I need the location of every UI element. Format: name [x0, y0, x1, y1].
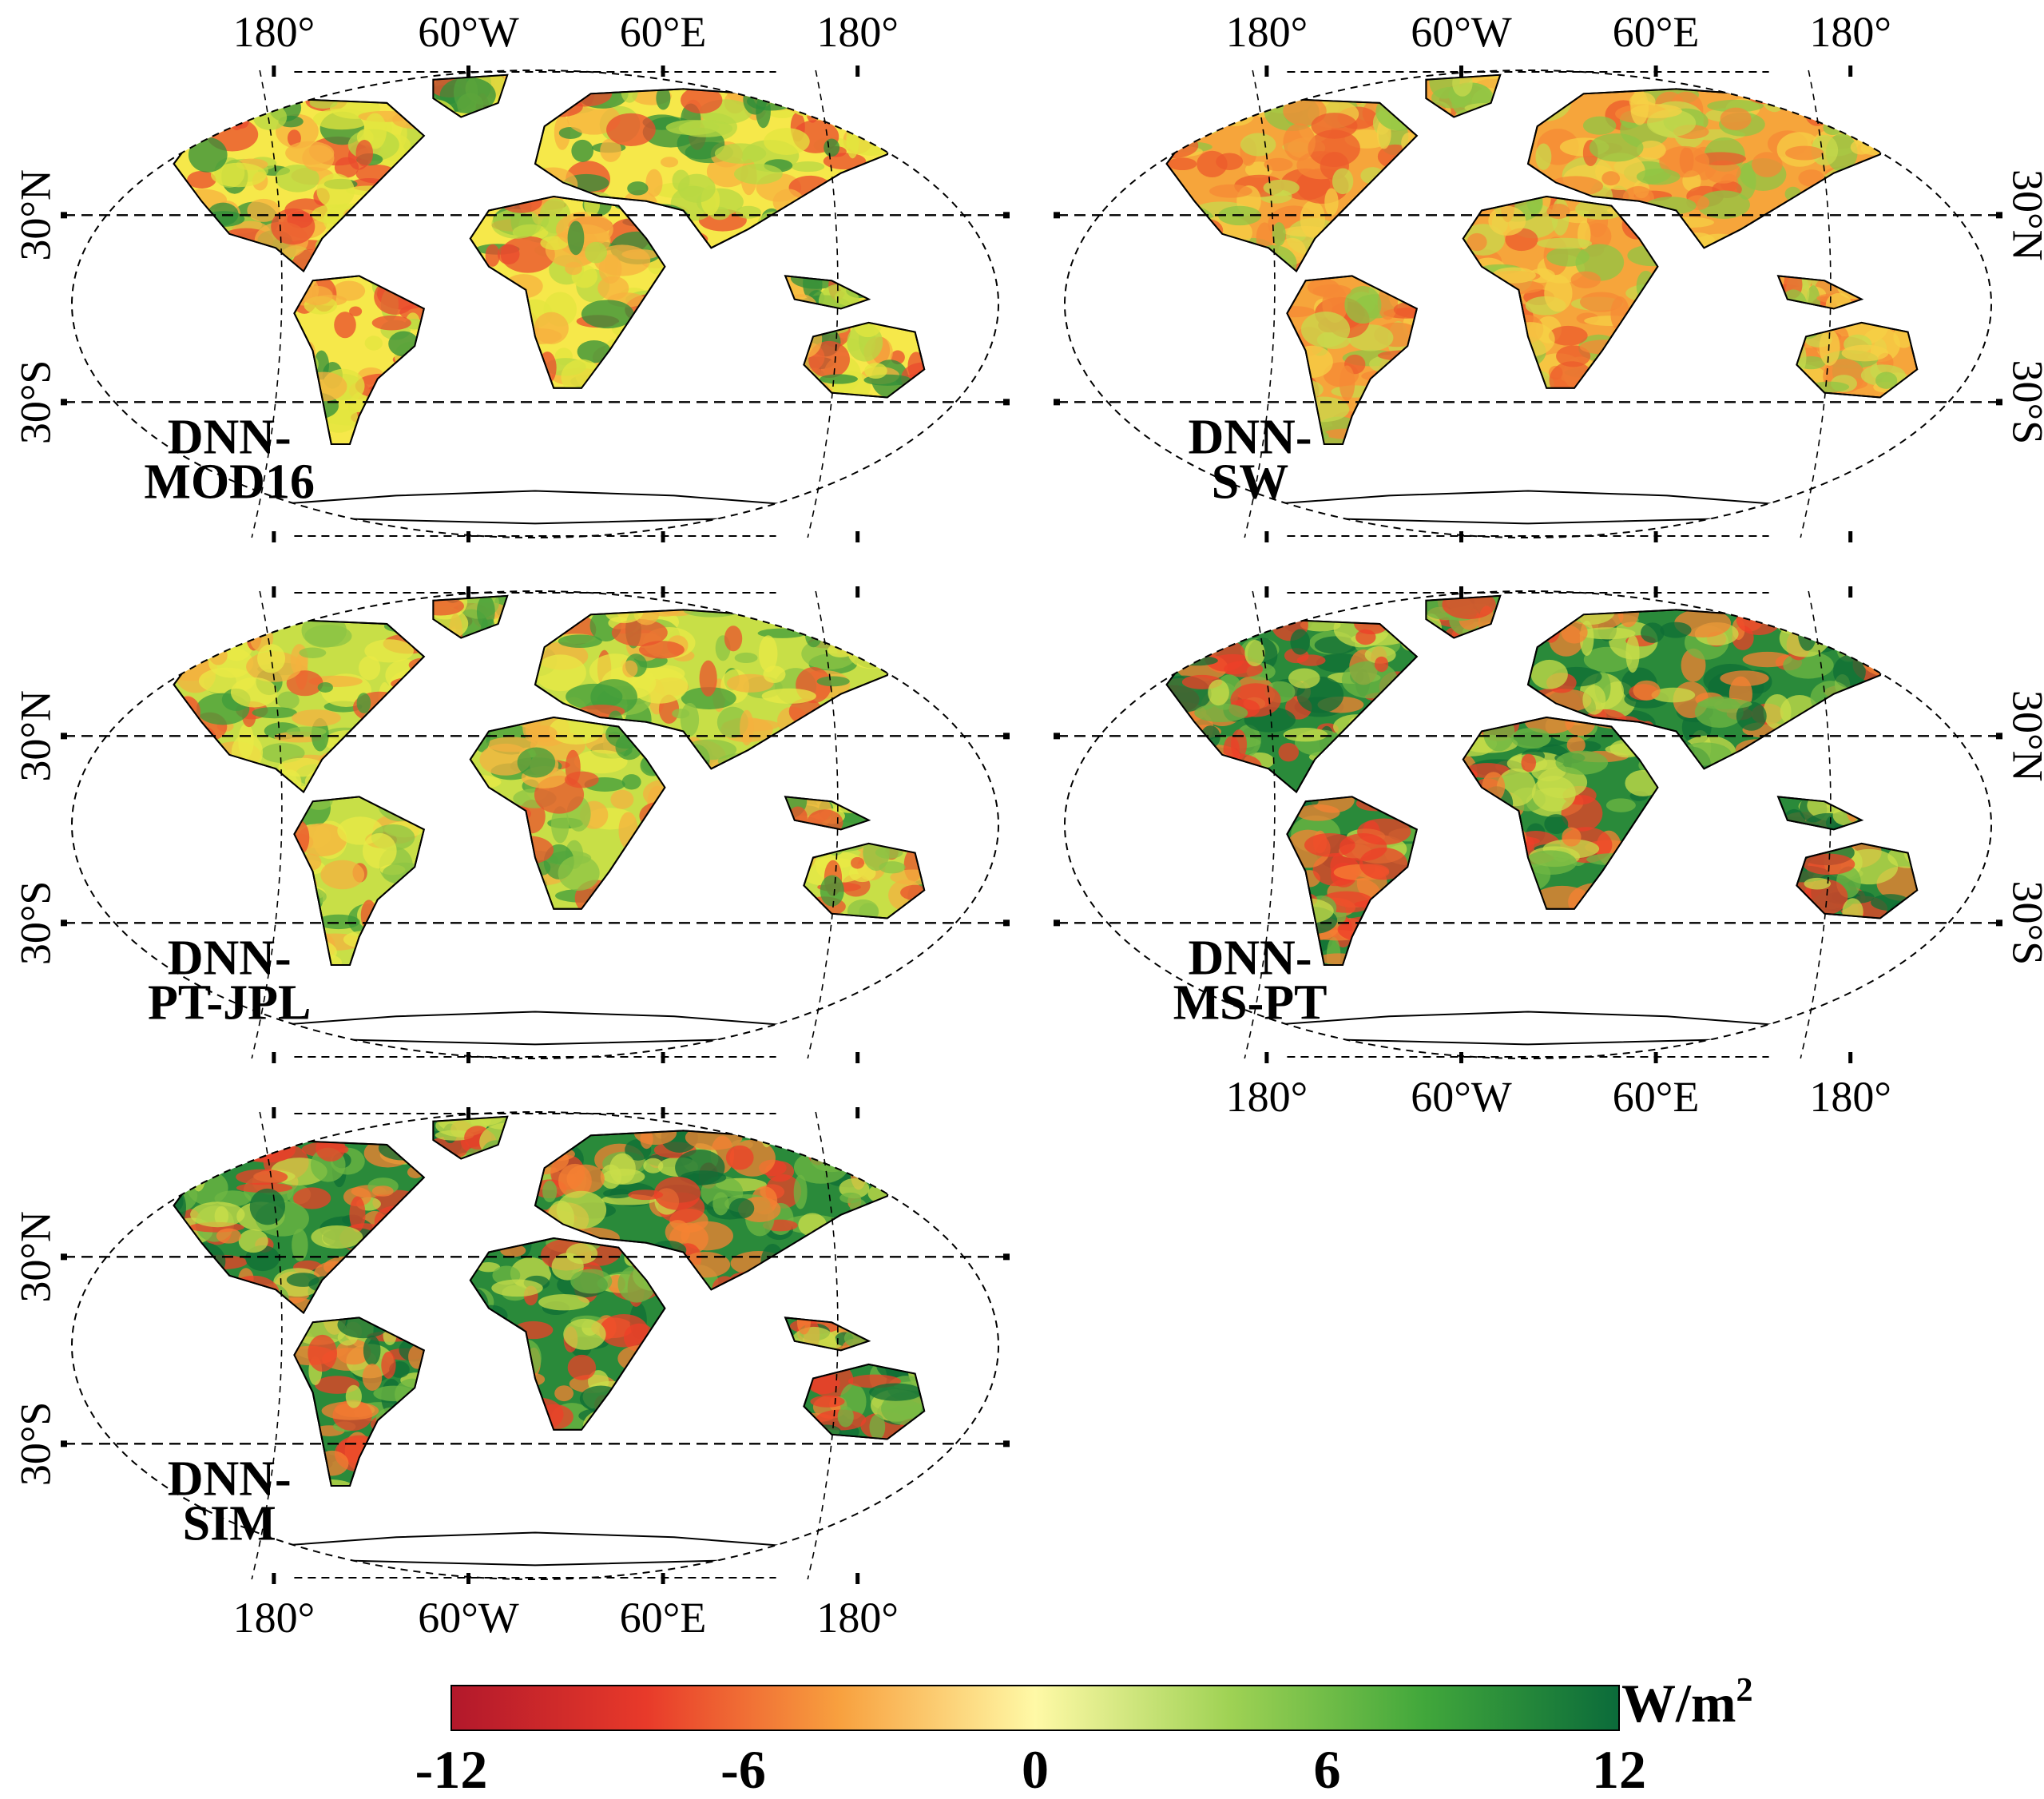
continent-antarctica: [266, 1011, 795, 1046]
lon-label: 60°E: [1613, 1073, 1700, 1121]
map-label-mod16: MOD16: [144, 455, 315, 510]
lat-tick: [1996, 733, 2002, 740]
lat-label: 30°N: [11, 1211, 59, 1303]
globe-boundary: [1064, 590, 1992, 1059]
lat-tick: [1996, 919, 2002, 927]
lat-tick: [1054, 399, 1060, 406]
lon-label: 60°E: [620, 8, 707, 56]
lat-tick: [61, 919, 67, 927]
map-label-mod16: DNN-: [168, 411, 292, 465]
map-panel-sw: 30°N 30°S 180° 60°W 60°E 180° DNN-SW: [1054, 8, 2044, 542]
lon-label: 60°E: [1613, 8, 1700, 56]
lat-tick: [61, 733, 67, 740]
lat-label: 30°S: [2004, 360, 2044, 445]
map-panel-ptjpl: 30°N 30°S DNN-PT-JPL: [11, 586, 1010, 1063]
map-label-sim: SIM: [183, 1497, 276, 1551]
colorbar: W/m2 -12 -6 0 6 12: [415, 1672, 1753, 1799]
lat-tick: [1003, 212, 1010, 219]
lon-label: 60°W: [1411, 8, 1512, 56]
lon-label: 60°E: [620, 1594, 707, 1642]
lon-label: 60°W: [1411, 1073, 1512, 1121]
map-label-sim: DNN-: [168, 1452, 292, 1507]
continent-antarctica: [266, 1531, 795, 1567]
lat-label: 30°S: [11, 360, 59, 445]
globe-boundary: [1064, 69, 1992, 538]
map-label-sw: DNN-: [1189, 411, 1312, 465]
lat-tick: [1054, 212, 1060, 219]
lat-label: 30°N: [2004, 690, 2044, 782]
map-panel-mspt: 30°N 30°S 180° 60°W 60°E 180° DNN-MS-PT: [1054, 586, 2044, 1121]
lon-label: 180°: [1226, 8, 1308, 56]
lat-tick: [1054, 919, 1060, 927]
lat-label: 30°S: [2004, 881, 2044, 966]
globe-boundary: [71, 1111, 999, 1580]
lat-label: 30°S: [11, 1402, 59, 1487]
lon-label: 180°: [1809, 1073, 1891, 1121]
colorbar-tick-label: 6: [1314, 1739, 1341, 1799]
lat-tick: [1003, 1440, 1010, 1448]
lon-label: 180°: [816, 8, 899, 56]
globe-boundary: [71, 590, 999, 1059]
lat-label: 30°N: [2004, 169, 2044, 261]
lat-tick: [61, 1253, 67, 1261]
map-label-ptjpl: DNN-: [168, 931, 292, 986]
lat-tick: [1054, 733, 1060, 740]
land-mass: [1165, 73, 1919, 525]
colorbar-tick-label: -12: [415, 1739, 488, 1799]
lat-label: 30°N: [11, 169, 59, 261]
continent-antarctica: [1259, 490, 1788, 525]
continent-antarctica: [1259, 1011, 1788, 1046]
lat-tick: [61, 399, 67, 406]
lon-label: 60°W: [418, 8, 519, 56]
map-label-mspt: MS-PT: [1173, 976, 1328, 1031]
lat-tick: [61, 212, 67, 219]
lat-label: 30°N: [11, 690, 59, 782]
globe-boundary: [71, 69, 999, 538]
lat-tick: [1996, 399, 2002, 406]
colorbar-tick-label: 12: [1592, 1739, 1646, 1799]
lat-tick: [1003, 399, 1010, 406]
continent-antarctica: [266, 490, 795, 525]
map-panel-mod16: 30°N 30°S 180° 60°W 60°E 180° DNN-MOD16: [11, 8, 1010, 542]
lat-tick: [1996, 212, 2002, 219]
map-label-ptjpl: PT-JPL: [148, 976, 311, 1031]
lon-label: 180°: [233, 1594, 316, 1642]
colorbar-ticks: -12 -6 0 6 12: [415, 1739, 1646, 1799]
lon-label: 180°: [233, 8, 316, 56]
map-panel-sim: 30°N 30°S 180° 60°W 60°E 180° DNN-SIM: [11, 1107, 1010, 1642]
lat-tick: [1003, 919, 1010, 927]
lon-label: 60°W: [418, 1594, 519, 1642]
lat-label: 30°S: [11, 881, 59, 966]
lat-tick: [1003, 1253, 1010, 1261]
lat-tick: [61, 1440, 67, 1448]
colorbar-unit: W/m2: [1621, 1672, 1753, 1733]
colorbar-tick-label: 0: [1022, 1739, 1049, 1799]
colorbar-tick-label: -6: [720, 1739, 766, 1799]
lat-tick: [1003, 733, 1010, 740]
land-mass: [1165, 594, 1919, 1046]
map-label-mspt: DNN-: [1189, 931, 1312, 986]
lon-label: 180°: [1226, 1073, 1308, 1121]
lon-label: 180°: [816, 1594, 899, 1642]
map-label-sw: SW: [1212, 455, 1288, 510]
lon-label: 180°: [1809, 8, 1891, 56]
colorbar-gradient: [450, 1685, 1620, 1731]
